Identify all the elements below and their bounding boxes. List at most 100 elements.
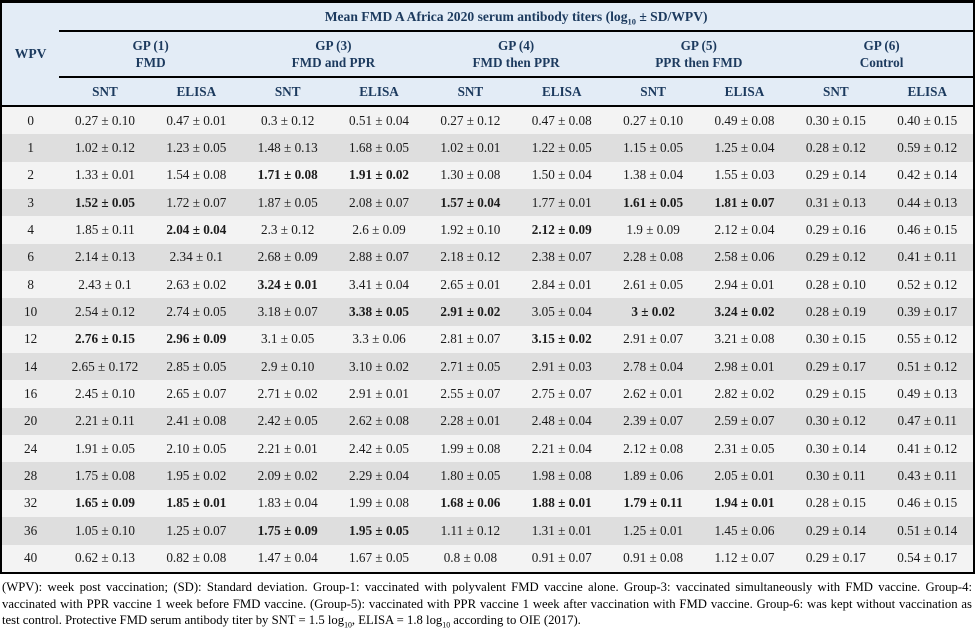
titer-cell: 2.91 ± 0.01 bbox=[349, 386, 410, 402]
titer-cell: 0.30 ± 0.11 bbox=[806, 468, 866, 484]
titer-cell: 1.05 ± 0.10 bbox=[74, 522, 135, 538]
titer-cell: 2.85 ± 0.05 bbox=[166, 358, 227, 374]
titer-cell: 2.91 ± 0.02 bbox=[440, 304, 501, 320]
table-title: Mean FMD A Africa 2020 serum antibody ti… bbox=[59, 3, 973, 32]
table-row: 2 1.33 ± 0.01 1.54 ± 0.08 1.71 ± 0.08 1.91 ±… bbox=[2, 161, 973, 190]
titer-cell: 1.47 ± 0.04 bbox=[257, 550, 318, 566]
titer-cell: 1.68 ± 0.06 bbox=[440, 495, 501, 511]
group-name: GP (6) bbox=[863, 37, 900, 53]
titer-cell: 0.52 ± 0.12 bbox=[897, 276, 958, 292]
titer-cell: 0.55 ± 0.12 bbox=[897, 331, 958, 347]
titer-cell: 1.94 ± 0.01 bbox=[714, 495, 775, 511]
titer-cell: 1.89 ± 0.06 bbox=[623, 468, 684, 484]
titer-cell: 2.63 ± 0.02 bbox=[166, 276, 227, 292]
titer-cell: 1.25 ± 0.01 bbox=[623, 522, 684, 538]
titer-cell: 1.67 ± 0.05 bbox=[349, 550, 410, 566]
footnote-text: according to OIE (2017). bbox=[450, 613, 581, 628]
titer-cell: 0.51 ± 0.12 bbox=[897, 358, 958, 374]
subheader-row: SNT ELISA SNT ELISA SNT ELISA SNT ELISA … bbox=[2, 77, 973, 107]
titer-cell: 2.68 ± 0.09 bbox=[257, 249, 318, 265]
titer-cell: 0.46 ± 0.15 bbox=[897, 222, 958, 238]
titer-cell: 1.65 ± 0.09 bbox=[74, 495, 135, 511]
wpv-cell: 10 bbox=[24, 304, 38, 320]
titer-cell: 0.62 ± 0.13 bbox=[74, 550, 135, 566]
titer-cell: 2.78 ± 0.04 bbox=[623, 358, 684, 374]
subheader-elisa: ELISA bbox=[516, 77, 608, 107]
titer-cell: 0.30 ± 0.15 bbox=[805, 112, 866, 128]
group-name: GP (5) bbox=[680, 37, 717, 53]
titer-cell: 1.57 ± 0.04 bbox=[440, 194, 501, 210]
titer-cell: 2.28 ± 0.01 bbox=[440, 413, 501, 429]
titer-cell: 1.30 ± 0.08 bbox=[440, 167, 501, 183]
titer-cell: 2.55 ± 0.07 bbox=[440, 386, 501, 402]
titer-cell: 2.74 ± 0.05 bbox=[166, 304, 227, 320]
titer-cell: 0.47 ± 0.01 bbox=[166, 112, 227, 128]
titer-cell: 1.85 ± 0.11 bbox=[75, 222, 135, 238]
titer-cell: 0.30 ± 0.14 bbox=[805, 440, 866, 456]
titer-cell: 0.49 ± 0.13 bbox=[897, 386, 958, 402]
table-header: WPV Mean FMD A Africa 2020 serum antibod… bbox=[2, 3, 973, 107]
titer-cell: 0.29 ± 0.17 bbox=[805, 550, 866, 566]
titer-cell: 2.84 ± 0.01 bbox=[531, 276, 592, 292]
titer-cell: 2.94 ± 0.01 bbox=[714, 276, 775, 292]
titer-cell: 1.02 ± 0.01 bbox=[440, 140, 501, 156]
titer-cell: 0.40 ± 0.15 bbox=[897, 112, 958, 128]
table-row: 6 2.14 ± 0.13 2.34 ± 0.1 2.68 ± 0.09 2.88 ± … bbox=[2, 243, 973, 272]
titer-cell: 0.41 ± 0.12 bbox=[897, 440, 958, 456]
group-header-gp6: GP (6) Control bbox=[790, 31, 973, 78]
table-row: 3 1.52 ± 0.05 1.72 ± 0.07 1.87 ± 0.05 2.08 ±… bbox=[2, 189, 973, 217]
titer-cell: 2.18 ± 0.12 bbox=[440, 249, 501, 265]
titer-cell: 3.15 ± 0.02 bbox=[531, 331, 592, 347]
titer-cell: 0.3 ± 0.12 bbox=[260, 112, 315, 128]
titer-cell: 2.12 ± 0.09 bbox=[531, 222, 592, 238]
titer-cell: 0.29 ± 0.14 bbox=[805, 167, 866, 183]
titer-cell: 0.42 ± 0.14 bbox=[897, 167, 958, 183]
table-row: 12 2.76 ± 0.15 2.96 ± 0.09 3.1 ± 0.05 3.3 ± … bbox=[2, 325, 973, 354]
titer-cell: 2.29 ± 0.04 bbox=[349, 468, 410, 484]
titer-cell: 1.83 ± 0.04 bbox=[257, 495, 318, 511]
subheader-snt: SNT bbox=[424, 77, 517, 107]
wpv-cell: 16 bbox=[24, 386, 38, 402]
titer-cell: 2.12 ± 0.08 bbox=[623, 440, 684, 456]
table-body: 0 0.27 ± 0.10 0.47 ± 0.01 0.3 ± 0.12 0.51 ± … bbox=[2, 106, 973, 572]
titer-cell: 0.47 ± 0.11 bbox=[897, 413, 958, 429]
titer-cell: 1.75 ± 0.09 bbox=[257, 522, 318, 538]
titer-cell: 1.9 ± 0.09 bbox=[626, 222, 680, 238]
titer-cell: 1.52 ± 0.05 bbox=[74, 194, 135, 210]
titer-cell: 2.65 ± 0.01 bbox=[440, 276, 501, 292]
group-desc: FMD and PPR bbox=[291, 55, 376, 70]
group-name: GP (1) bbox=[132, 37, 169, 53]
titer-cell: 1.77 ± 0.01 bbox=[531, 194, 592, 210]
titer-cell: 1.11 ± 0.12 bbox=[440, 522, 501, 538]
titer-cell: 2.28 ± 0.08 bbox=[623, 249, 684, 265]
titer-cell: 3.3 ± 0.06 bbox=[352, 331, 406, 347]
titer-cell: 3.38 ± 0.05 bbox=[349, 304, 410, 320]
titer-cell: 2.21 ± 0.01 bbox=[257, 440, 318, 456]
titer-cell: 0.29 ± 0.12 bbox=[805, 249, 866, 265]
wpv-cell: 4 bbox=[27, 222, 34, 238]
titer-cell: 1.87 ± 0.05 bbox=[257, 194, 318, 210]
titer-cell: 0.30 ± 0.15 bbox=[805, 331, 866, 347]
wpv-label: WPV bbox=[14, 46, 47, 61]
titer-cell: 2.91 ± 0.03 bbox=[531, 358, 592, 374]
titer-cell: 1.12 ± 0.07 bbox=[714, 550, 775, 566]
titer-cell: 1.99 ± 0.08 bbox=[440, 440, 501, 456]
titer-cell: 0.28 ± 0.19 bbox=[805, 304, 866, 320]
titer-cell: 1.68 ± 0.05 bbox=[349, 140, 410, 156]
titer-cell: 2.34 ± 0.1 bbox=[169, 249, 224, 265]
titer-cell: 2.10 ± 0.05 bbox=[166, 440, 227, 456]
titer-cell: 0.46 ± 0.15 bbox=[897, 495, 958, 511]
titer-cell: 1.98 ± 0.08 bbox=[531, 468, 592, 484]
subheader-snt: SNT bbox=[59, 77, 151, 107]
titer-cell: 1.91 ± 0.02 bbox=[349, 167, 410, 183]
table-footnote: (WPV): week post vaccination; (SD): Stan… bbox=[0, 574, 975, 629]
table-row: 0 0.27 ± 0.10 0.47 ± 0.01 0.3 ± 0.12 0.51 ± … bbox=[2, 106, 973, 135]
subheader-elisa: ELISA bbox=[881, 77, 973, 107]
titer-cell: 2.41 ± 0.08 bbox=[166, 413, 227, 429]
wpv-column-header: WPV bbox=[2, 3, 60, 107]
titer-cell: 1.55 ± 0.03 bbox=[714, 167, 775, 183]
titer-cell: 1.31 ± 0.01 bbox=[531, 522, 592, 538]
titer-cell: 0.29 ± 0.16 bbox=[805, 222, 866, 238]
titer-cell: 1.79 ± 0.11 bbox=[623, 495, 683, 511]
table-row: 1 1.02 ± 0.12 1.23 ± 0.05 1.48 ± 0.13 1.68 ±… bbox=[2, 134, 973, 162]
